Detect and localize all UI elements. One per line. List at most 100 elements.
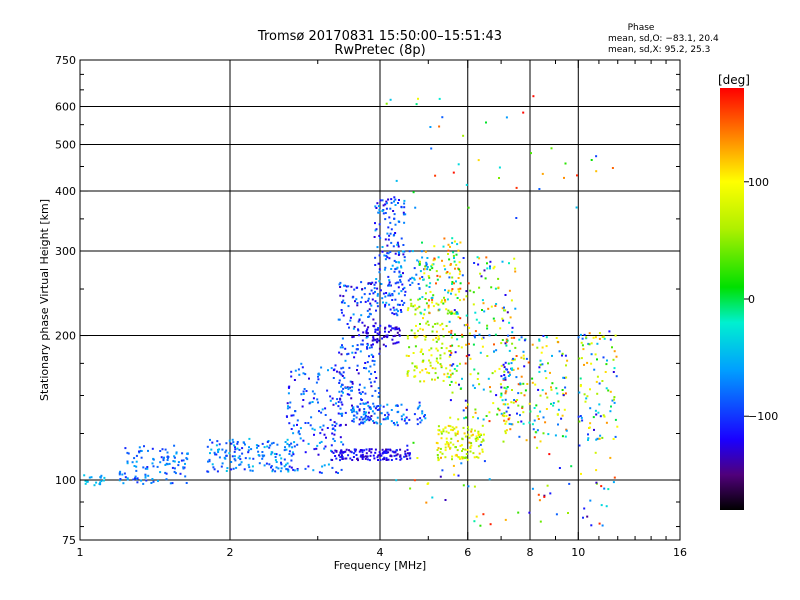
data-point: [468, 436, 471, 439]
data-point: [400, 266, 403, 269]
data-point: [494, 304, 497, 307]
data-point: [512, 401, 515, 404]
data-point: [367, 404, 370, 407]
data-point: [363, 324, 366, 327]
data-point: [445, 308, 448, 311]
data-point: [398, 261, 401, 264]
data-point: [527, 361, 530, 364]
data-point: [561, 352, 564, 355]
data-point: [517, 421, 520, 424]
data-point: [514, 270, 517, 273]
data-point: [283, 465, 286, 468]
data-point: [317, 372, 320, 375]
data-point: [435, 336, 438, 339]
data-point: [508, 289, 511, 292]
data-point: [445, 367, 448, 370]
data-point: [528, 421, 531, 424]
data-point: [320, 411, 323, 414]
data-point: [504, 430, 507, 433]
data-point: [368, 292, 371, 295]
data-point: [594, 336, 597, 339]
data-point: [590, 524, 593, 527]
data-point: [531, 343, 534, 346]
data-point: [538, 339, 541, 342]
data-point: [489, 523, 492, 526]
data-point: [368, 448, 371, 451]
data-point: [211, 463, 214, 466]
data-point: [290, 375, 293, 378]
data-point: [432, 259, 435, 262]
data-point: [545, 408, 548, 410]
data-point: [385, 457, 388, 460]
data-point: [501, 260, 504, 263]
data-point: [380, 454, 383, 457]
data-point: [165, 472, 168, 475]
data-point: [373, 421, 376, 424]
data-point: [346, 323, 349, 325]
data-point: [515, 186, 518, 189]
data-point: [320, 440, 323, 443]
data-point: [474, 330, 477, 333]
data-point: [311, 401, 314, 403]
data-point: [430, 347, 433, 350]
data-point: [124, 447, 127, 450]
data-point: [582, 348, 585, 351]
data-point: [179, 472, 182, 475]
data-point: [391, 450, 394, 453]
data-point: [293, 441, 296, 444]
data-point: [363, 293, 366, 296]
data-point: [417, 329, 419, 332]
data-point: [384, 266, 387, 269]
data-point: [453, 282, 455, 285]
data-point: [339, 423, 342, 426]
data-point: [378, 271, 381, 274]
data-point: [500, 394, 503, 397]
data-point: [475, 455, 478, 458]
data-point: [376, 202, 379, 205]
data-point: [350, 389, 353, 392]
data-point: [234, 446, 236, 449]
data-point: [100, 474, 103, 477]
data-point: [398, 303, 401, 306]
data-point: [341, 403, 344, 406]
data-point: [386, 232, 389, 235]
data-point: [449, 375, 452, 378]
data-point: [501, 307, 504, 310]
data-point: [361, 458, 364, 460]
data-point: [539, 520, 542, 523]
data-point: [372, 454, 375, 457]
data-point: [592, 416, 595, 419]
data-point: [378, 408, 381, 411]
data-point: [474, 411, 477, 414]
data-point: [213, 468, 216, 471]
data-point: [362, 413, 365, 416]
data-point: [425, 302, 428, 305]
data-point: [156, 465, 159, 468]
data-point: [555, 513, 558, 516]
data-point: [449, 354, 452, 356]
data-point: [595, 170, 598, 173]
data-point: [395, 308, 398, 311]
data-point: [581, 419, 584, 422]
data-point: [350, 397, 353, 400]
data-point: [505, 340, 508, 343]
data-point: [394, 204, 397, 206]
data-point: [358, 391, 361, 394]
data-point: [368, 370, 371, 373]
data-point: [351, 404, 353, 407]
data-point: [185, 482, 188, 484]
data-point: [390, 241, 393, 244]
data-point: [375, 309, 377, 312]
data-point: [387, 252, 390, 255]
data-point: [523, 339, 526, 342]
data-point: [451, 455, 454, 458]
data-point: [299, 437, 302, 440]
data-point: [387, 238, 390, 241]
data-point: [313, 433, 315, 436]
data-point: [611, 399, 614, 402]
data-point: [441, 342, 444, 345]
data-point: [437, 433, 440, 436]
data-point: [361, 449, 364, 452]
data-point: [379, 324, 382, 327]
data-point: [399, 454, 402, 457]
